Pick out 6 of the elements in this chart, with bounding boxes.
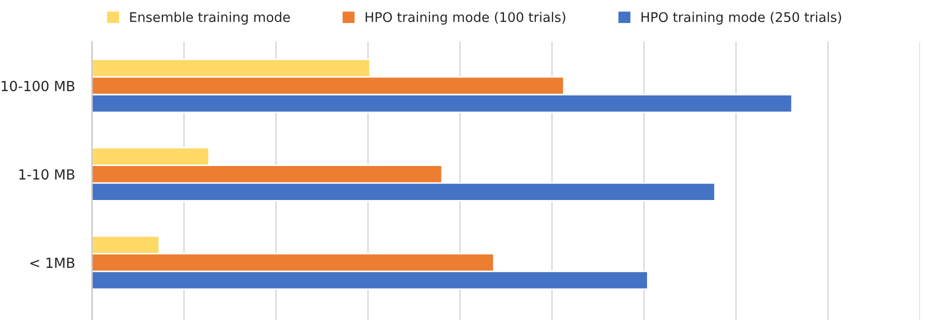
y-tick-label: 10-100 MB: [2, 80, 74, 92]
legend-label: HPO training mode (100 trials): [366, 12, 566, 25]
y-tick-label: < 1MB: [30, 258, 74, 268]
y-tick-label: 1-10 MB: [19, 169, 74, 180]
legend-label: Ensemble training mode: [130, 12, 290, 25]
legend-label: HPO training mode (250 trials): [642, 12, 842, 25]
